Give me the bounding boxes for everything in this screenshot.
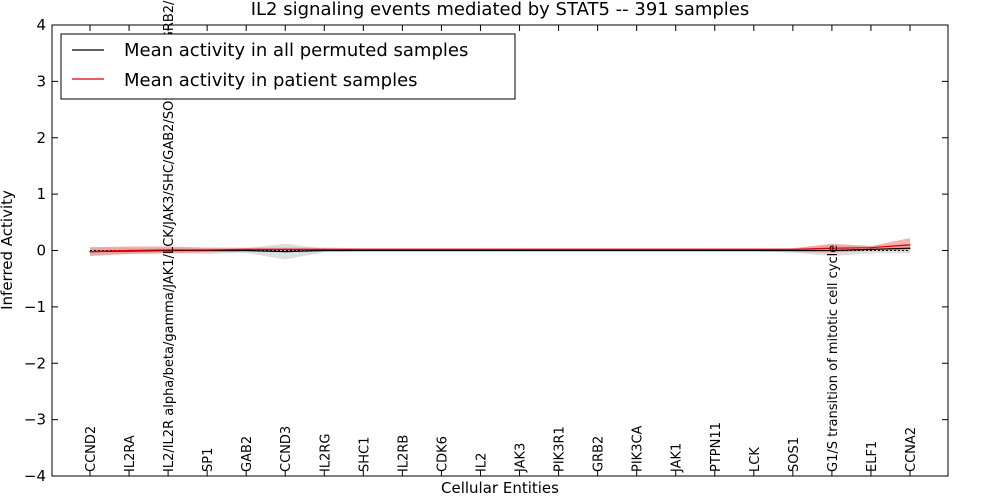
x-category-label: SOS1 (787, 437, 802, 472)
point-series-1 (323, 248, 325, 250)
series-lines (89, 244, 911, 253)
point-series-1 (597, 248, 599, 250)
point-series-1 (557, 248, 560, 250)
x-category-label: CDK6 (435, 436, 450, 472)
x-category-label: IL2RG (318, 434, 333, 472)
y-tick-label: 1 (36, 185, 46, 203)
point-series-0 (870, 248, 872, 250)
x-category-label: LCK (748, 447, 763, 472)
point-series-1 (753, 248, 755, 250)
x-category-label: SHC1 (357, 437, 372, 472)
x-category-label: JAK3 (514, 443, 529, 473)
x-category-label: CCND2 (84, 426, 99, 472)
legend-box (60, 33, 516, 100)
point-series-1 (479, 248, 482, 250)
y-tick-label: −4 (24, 467, 46, 485)
point-series-0 (401, 249, 403, 252)
legend-label-permuted: Mean activity in all permuted samples (124, 40, 468, 61)
x-category-label: SP1 (201, 448, 216, 472)
x-axis: CCND2 IL2RA IL2/IL2R alpha/beta/gamma/JAK1… (84, 0, 919, 476)
point-series-0 (675, 249, 677, 252)
y-axis-title: Inferred Activity (0, 190, 16, 310)
line-series-0 (89, 247, 911, 253)
point-series-1 (518, 248, 521, 250)
y-tick-label: 4 (36, 16, 46, 34)
point-series-1 (401, 248, 403, 250)
x-category-label: IL2RB (396, 435, 411, 472)
x-category-label: CCND3 (279, 426, 294, 472)
x-category-label: GAB2 (240, 436, 255, 472)
chart-title: IL2 signaling events mediated by STAT5 -… (251, 0, 750, 20)
y-axis: −4 −3 −2 −1 0 1 2 3 4 (24, 16, 948, 485)
point-series-1 (714, 248, 716, 250)
x-category-label: PTPN11 (709, 422, 724, 472)
point-series-1 (206, 249, 208, 251)
x-category-label: CCNA2 (904, 427, 919, 472)
point-series-1 (128, 249, 130, 252)
y-tick-label: −2 (24, 354, 46, 372)
x-category-label: JAK1 (670, 443, 685, 473)
point-series-1 (909, 244, 911, 246)
x-axis-title: Cellular Entities (441, 479, 559, 497)
point-series-1 (245, 248, 247, 250)
point-series-0 (362, 249, 364, 252)
legend-label-patient: Mean activity in patient samples (124, 70, 418, 91)
y-tick-label: −1 (24, 298, 46, 316)
point-series-0 (518, 249, 521, 252)
x-category-label: ELF1 (865, 441, 880, 472)
y-tick-label: 0 (36, 242, 46, 260)
point-series-1 (675, 248, 677, 250)
legend: Mean activity in all permuted samples Me… (60, 33, 516, 100)
point-series-0 (714, 249, 716, 252)
point-series-0 (245, 249, 247, 252)
point-series-1 (284, 248, 286, 250)
x-category-label: IL2/IL2R alpha/beta/gamma/JAK1/LCK/JAK3/… (162, 0, 177, 472)
point-series-0 (831, 249, 833, 252)
y-tick-label: 2 (36, 129, 46, 147)
confidence-bands (90, 238, 910, 260)
x-category-label: PIK3CA (631, 425, 646, 472)
point-series-0 (479, 249, 482, 252)
point-series-1 (167, 249, 169, 251)
line-series-1 (89, 244, 911, 253)
point-series-0 (909, 247, 911, 249)
point-series-1 (89, 251, 91, 253)
x-category-label: GRB2 (592, 436, 607, 472)
point-series-0 (753, 249, 755, 252)
point-series-0 (557, 249, 560, 252)
x-category-label: IL2 (474, 453, 489, 472)
x-category-label: IL2RA (123, 435, 138, 472)
point-series-1 (362, 248, 364, 250)
point-series-0 (440, 249, 443, 252)
y-tick-label: −3 (24, 411, 46, 429)
point-series-0 (792, 249, 794, 252)
point-series-0 (323, 249, 325, 252)
point-series-1 (792, 248, 794, 250)
point-series-1 (636, 248, 638, 250)
x-category-label: PIK3R1 (553, 426, 568, 472)
point-series-1 (831, 247, 833, 249)
point-series-0 (636, 249, 638, 252)
point-series-0 (284, 251, 286, 253)
point-series-0 (597, 249, 599, 252)
point-series-1 (440, 248, 443, 250)
y-tick-label: 3 (36, 72, 46, 90)
x-category-label: G1/S transition of mitotic cell cycle (826, 245, 841, 472)
point-series-1 (870, 247, 872, 249)
